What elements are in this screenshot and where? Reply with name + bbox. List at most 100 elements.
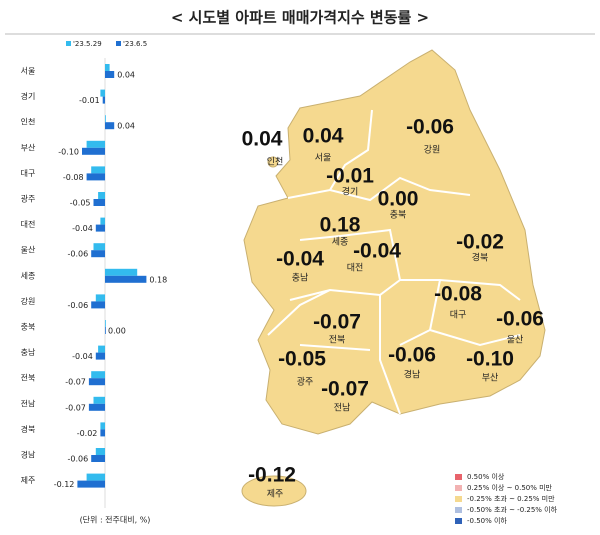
region-name: 인천: [267, 157, 284, 168]
bar: [86, 140, 105, 148]
bar: [105, 275, 147, 283]
y-tick-label: 충남: [21, 348, 36, 357]
region-borders: [267, 109, 521, 415]
bar: [95, 294, 105, 302]
region-value: -0.01: [326, 165, 374, 188]
bar: [95, 224, 105, 232]
region-name: 광주: [297, 376, 314, 388]
unit-note: (단위 : 전주대비, %): [80, 515, 151, 525]
y-tick-label: 제주: [21, 476, 36, 485]
peninsula: [243, 49, 546, 435]
bar: [95, 448, 105, 455]
bar: [91, 371, 105, 379]
legend-swatch: [116, 41, 121, 46]
region-name: 부산: [482, 373, 499, 384]
y-tick-label: 대전: [21, 219, 36, 229]
bar: [105, 64, 110, 71]
y-tick-label: 부산: [21, 142, 36, 152]
region-value: -0.07: [321, 378, 369, 401]
region-value: -0.04: [276, 248, 324, 271]
region-name: 대전: [347, 263, 364, 274]
y-tick-label: 강원: [21, 296, 36, 306]
legend-label: '23.6.5: [123, 40, 147, 48]
region-value: -0.07: [313, 311, 361, 334]
region-name: 경기: [342, 186, 359, 198]
bar: [82, 147, 105, 155]
region-name: 대구: [450, 310, 467, 321]
y-tick-label: 인천: [21, 117, 36, 127]
map-legend-swatch: [455, 518, 462, 524]
data-label: 0.04: [117, 122, 135, 131]
region-value: 0.04: [303, 125, 344, 148]
map-legend-label: -0.50% 초과 ~ -0.25% 이하: [467, 505, 558, 514]
map-legend-label: -0.25% 초과 ~ 0.25% 미만: [467, 494, 555, 503]
bar: [91, 250, 105, 258]
legend-label: '23.5.29: [73, 40, 102, 48]
y-tick-label: 경남: [21, 450, 36, 460]
bar: [91, 166, 105, 174]
jeju-island: [241, 475, 307, 507]
bar: [105, 115, 106, 123]
bar: [100, 429, 105, 437]
map-legend-swatch: [455, 496, 462, 502]
data-label: 0.00: [108, 327, 126, 336]
bar: [77, 480, 105, 488]
bar: [86, 473, 105, 481]
data-label: -0.07: [65, 403, 86, 412]
region-name: 강원: [424, 145, 441, 156]
map-legend-label: -0.50% 이하: [467, 516, 507, 525]
map-legend-swatch: [455, 474, 462, 480]
bar: [93, 396, 105, 404]
data-label: -0.06: [67, 250, 88, 259]
data-label: 0.04: [117, 71, 135, 80]
legend-swatch: [66, 41, 71, 46]
bar: [100, 89, 105, 97]
region-value: -0.06: [496, 308, 544, 331]
region-value: -0.06: [388, 344, 436, 367]
data-label: -0.12: [54, 480, 75, 489]
bar: [91, 301, 105, 309]
region-name: 충남: [292, 273, 309, 284]
bar: [105, 122, 115, 130]
region-name: 세종: [332, 237, 349, 248]
bar: [86, 173, 105, 181]
y-tick-label: 경북: [21, 424, 36, 434]
region-name: 경남: [404, 369, 421, 381]
y-tick-label: 광주: [21, 194, 36, 204]
bar: [105, 320, 106, 327]
bar: [105, 268, 138, 276]
y-tick-label: 대구: [21, 169, 36, 178]
y-tick-label: 경기: [21, 91, 36, 101]
region-value: -0.08: [434, 283, 482, 306]
data-label: -0.06: [67, 455, 88, 464]
region-value: -0.06: [406, 116, 454, 139]
map: [241, 49, 546, 507]
map-legend-swatch: [455, 485, 462, 491]
data-label: -0.08: [63, 173, 84, 182]
region-name: 충북: [390, 210, 407, 221]
bar: [100, 422, 105, 430]
data-label: -0.06: [67, 301, 88, 310]
bar: [88, 378, 105, 386]
bar: [105, 71, 115, 78]
region-name: 서울: [315, 153, 332, 164]
data-label: 0.18: [149, 275, 167, 284]
incheon-island: [267, 156, 279, 168]
bar: [95, 352, 105, 360]
y-tick-label: 울산: [21, 245, 36, 255]
region-value: -0.04: [353, 240, 401, 263]
region-value: -0.10: [466, 348, 514, 371]
data-label: -0.04: [72, 224, 93, 233]
region-value: 0.00: [378, 188, 419, 211]
y-tick-label: 전남: [21, 398, 36, 408]
bar: [91, 455, 105, 462]
data-label: -0.04: [72, 352, 93, 361]
y-tick-label: 서울: [21, 67, 36, 76]
map-legend-swatch: [455, 507, 462, 513]
bar: [93, 243, 105, 251]
page-title: < 시도별 아파트 매매가격지수 변동률 >: [171, 9, 429, 27]
bar: [88, 403, 105, 411]
y-tick-label: 세종: [21, 271, 36, 280]
